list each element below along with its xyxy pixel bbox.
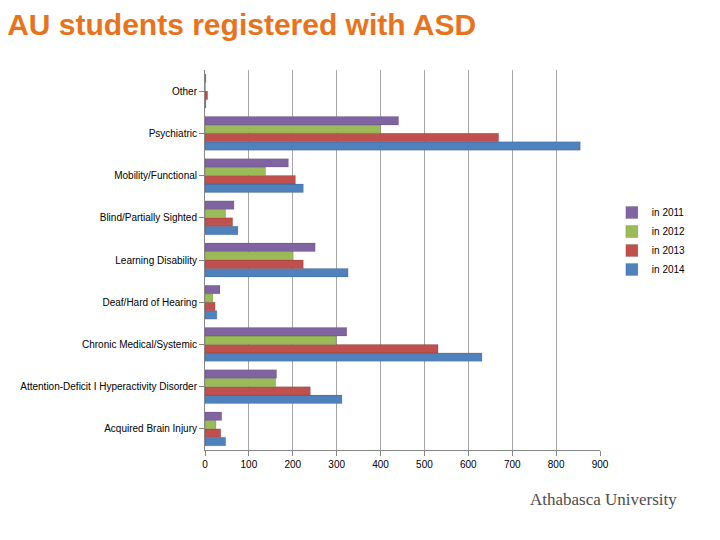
svg-text:Chronic Medical/Systemic: Chronic Medical/Systemic bbox=[82, 339, 197, 350]
svg-text:Other: Other bbox=[172, 86, 198, 97]
svg-text:100: 100 bbox=[241, 459, 258, 470]
svg-text:Deaf/Hard of Hearing: Deaf/Hard of Hearing bbox=[103, 297, 198, 308]
svg-text:in 2011: in 2011 bbox=[652, 207, 685, 218]
svg-text:AU students registered with AS: AU students registered with ASD bbox=[7, 8, 476, 41]
svg-text:Psychiatric: Psychiatric bbox=[149, 128, 197, 139]
svg-text:300: 300 bbox=[328, 459, 345, 470]
svg-text:Blind/Partially Sighted: Blind/Partially Sighted bbox=[100, 212, 197, 223]
svg-text:700: 700 bbox=[504, 459, 521, 470]
svg-text:400: 400 bbox=[372, 459, 389, 470]
svg-text:Mobility/Functional: Mobility/Functional bbox=[114, 170, 197, 181]
svg-text:in 2012: in 2012 bbox=[652, 226, 685, 237]
svg-text:Attention-Deficit I Hyperactiv: Attention-Deficit I Hyperactivity Disord… bbox=[20, 381, 197, 392]
svg-text:900: 900 bbox=[592, 459, 609, 470]
svg-text:800: 800 bbox=[548, 459, 565, 470]
svg-text:Athabasca University: Athabasca University bbox=[530, 490, 677, 509]
svg-text:in 2014: in 2014 bbox=[652, 264, 685, 275]
svg-text:500: 500 bbox=[416, 459, 433, 470]
svg-text:200: 200 bbox=[284, 459, 301, 470]
svg-text:0: 0 bbox=[202, 459, 208, 470]
svg-text:Learning Disability: Learning Disability bbox=[115, 255, 197, 266]
svg-text:Acquired Brain Injury: Acquired Brain Injury bbox=[104, 423, 197, 434]
svg-text:600: 600 bbox=[460, 459, 477, 470]
svg-text:in 2013: in 2013 bbox=[652, 245, 685, 256]
